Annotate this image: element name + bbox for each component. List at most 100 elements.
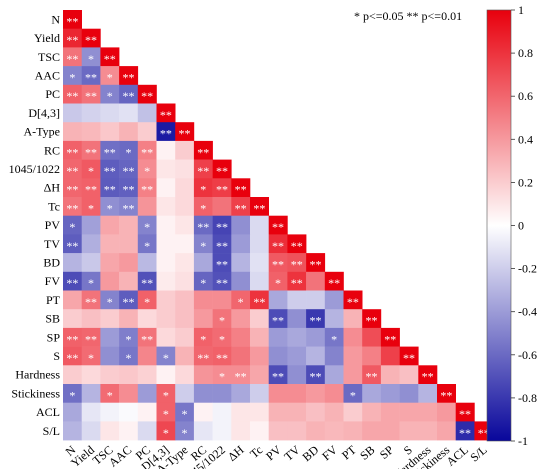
- heatmap-cell-14-14: [324, 271, 344, 291]
- significance-mark-10-9: **: [235, 201, 247, 215]
- significance-mark-17-0: **: [66, 332, 78, 346]
- heatmap-cell-18-4: [137, 346, 157, 366]
- significance-mark-6-6: **: [179, 127, 191, 141]
- significance-mark-20-5: *: [163, 388, 169, 402]
- heatmap-cell-9-5: [156, 178, 176, 198]
- heatmap-cell-10-2: [100, 197, 120, 216]
- heatmap-cell-13-6: [175, 253, 195, 273]
- heatmap-cell-16-12: [287, 309, 307, 329]
- heatmap-cell-18-0: [63, 346, 82, 366]
- significance-mark-14-12: **: [291, 276, 303, 290]
- significance-mark-9-9: **: [235, 183, 247, 197]
- heatmap-cell-21-10: [250, 402, 269, 422]
- heatmap-cell-22-13: [306, 421, 326, 441]
- row-label: PC: [45, 87, 60, 101]
- heatmap-cell-22-19: [418, 421, 438, 441]
- heatmap-cell-11-6: [175, 215, 195, 235]
- heatmap-cell-7-0: [63, 140, 82, 160]
- heatmap-cell-13-9: [231, 253, 251, 273]
- row-label: FV: [45, 274, 61, 288]
- significance-mark-3-3: **: [122, 70, 134, 84]
- heatmap-cell-6-4: [137, 122, 157, 142]
- significance-mark-13-12: **: [291, 257, 303, 271]
- heatmap-cell-21-19: [418, 402, 438, 422]
- heatmap-cell-19-1: [81, 365, 101, 385]
- significance-mark-21-21: **: [459, 407, 471, 421]
- colorbar-tick-label: 0.8: [518, 46, 533, 60]
- significance-mark-8-0: **: [66, 164, 78, 178]
- heatmap-cell-20-4: [137, 384, 157, 403]
- significance-mark-17-7: *: [200, 332, 206, 346]
- colorbar-tick-label: -0.2: [518, 262, 537, 276]
- heatmap-cell-8-6: [175, 159, 195, 179]
- significance-mark-18-5: *: [163, 351, 169, 365]
- significance-mark-15-3: **: [122, 295, 134, 309]
- heatmap-cell-13-1: [81, 253, 101, 273]
- heatmap-cell-4-1: [81, 84, 101, 104]
- colorbar-tick-label: 0.6: [518, 89, 533, 103]
- heatmap-cell-14-3: [119, 271, 139, 291]
- heatmap-cell-16-14: [324, 309, 344, 329]
- significance-mark-19-16: **: [366, 370, 378, 384]
- heatmap-cell-22-4: [137, 421, 157, 441]
- significance-mark-10-0: **: [66, 201, 78, 215]
- significance-mark-1-1: **: [85, 33, 97, 47]
- significance-mark-14-14: **: [328, 276, 340, 290]
- heatmap-cell-22-3: [119, 421, 139, 441]
- heatmap-cell-22-7: [193, 421, 213, 441]
- significance-mark-8-3: **: [122, 164, 134, 178]
- heatmap-cell-11-0: [63, 215, 82, 235]
- heatmap-cell-15-1: [81, 290, 101, 310]
- significance-mark-10-7: *: [200, 201, 206, 215]
- heatmap-cell-17-7: [193, 327, 213, 347]
- significance-mark-15-9: *: [238, 295, 244, 309]
- heatmap-cell-8-5: [156, 159, 176, 179]
- row-label: A-Type: [24, 125, 60, 139]
- significance-mark-13-13: **: [309, 257, 321, 271]
- heatmap-cell-16-15: [343, 309, 363, 329]
- heatmap-cell-9-2: [100, 178, 120, 198]
- heatmap-cell-18-15: [343, 346, 363, 366]
- significance-mark-17-3: *: [125, 332, 131, 346]
- heatmap-cell-10-9: [231, 197, 251, 216]
- heatmap-cell-18-12: [287, 346, 307, 366]
- heatmap-cell-1-1: [81, 28, 101, 48]
- heatmap-cell-21-1: [81, 402, 101, 422]
- heatmap-cell-6-3: [119, 122, 139, 142]
- heatmap-cell-8-4: [137, 159, 157, 179]
- significance-mark-3-0: *: [69, 70, 75, 84]
- heatmap-cell-11-10: [250, 215, 269, 235]
- colorbar-tick-label: -0.4: [518, 305, 537, 319]
- heatmap-cell-22-1: [81, 421, 101, 441]
- row-label: SP: [47, 330, 61, 344]
- heatmap-cell-20-13: [306, 384, 326, 403]
- heatmap-cell-5-4: [137, 103, 157, 123]
- heatmap-cell-17-5: [156, 327, 176, 347]
- significance-mark-8-2: **: [104, 164, 116, 178]
- significance-mark-2-0: **: [66, 52, 78, 66]
- heatmap-cell-8-0: [63, 159, 82, 179]
- significance-mark-0-0: **: [66, 14, 78, 28]
- heatmap-cell-17-9: [231, 327, 251, 347]
- heatmap-cell-20-15: [343, 384, 363, 403]
- heatmap-cell-4-3: [119, 84, 139, 104]
- heatmap-cell-19-15: [343, 365, 363, 385]
- heatmap-cell-22-5: [156, 421, 176, 441]
- significance-mark-13-11: **: [272, 257, 284, 271]
- heatmap-cell-17-11: [268, 327, 288, 347]
- heatmap-cell-9-7: [193, 178, 213, 198]
- heatmap-cell-8-7: [193, 159, 213, 179]
- heatmap-cell-12-11: [268, 234, 288, 254]
- significance-mark-6-5: **: [160, 127, 172, 141]
- heatmap-cell-21-21: [455, 402, 475, 422]
- heatmap-cell-19-13: [306, 365, 326, 385]
- heatmap-cell-17-17: [380, 327, 400, 347]
- column-label: SP: [377, 442, 396, 462]
- significance-mark-12-12: **: [291, 239, 303, 253]
- heatmap-cell-16-0: [63, 309, 82, 329]
- heatmap-cell-18-17: [380, 346, 400, 366]
- heatmap-cell-5-1: [81, 103, 101, 123]
- heatmap-cell-22-15: [343, 421, 363, 441]
- significance-mark-2-1: *: [88, 52, 94, 66]
